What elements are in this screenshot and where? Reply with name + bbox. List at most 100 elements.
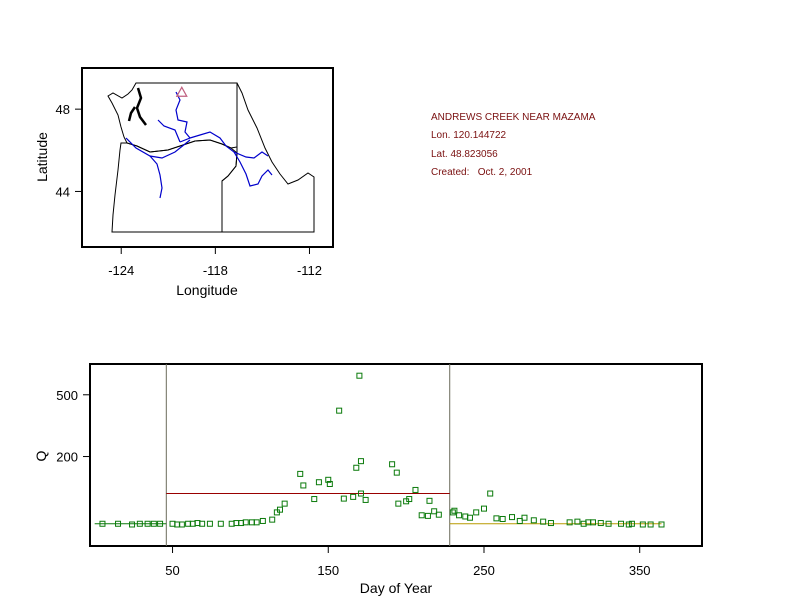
discharge-point xyxy=(540,518,547,525)
map-x-tick-label: -124 xyxy=(108,263,134,278)
discharge-point xyxy=(499,515,506,522)
discharge-point xyxy=(597,520,604,527)
discharge-point xyxy=(566,519,573,526)
discharge-point xyxy=(530,517,537,524)
discharge-point xyxy=(547,520,554,527)
discharge-point xyxy=(456,512,463,519)
washington-outline xyxy=(107,82,238,153)
discharge-point xyxy=(435,511,442,518)
discharge-point xyxy=(362,496,369,503)
scatter-x-tick-label: 150 xyxy=(317,563,339,578)
discharge-point xyxy=(589,519,596,526)
discharge-point xyxy=(393,469,400,476)
discharge-point xyxy=(521,514,528,521)
map-x-tick-label: -112 xyxy=(297,263,322,278)
discharge-point xyxy=(178,521,185,528)
scatter-y-tick-label: 500 xyxy=(56,388,78,403)
discharge-point xyxy=(357,458,364,465)
discharge-point xyxy=(395,500,402,507)
map-y-tick-label: 44 xyxy=(56,184,70,199)
okanogan-river xyxy=(157,119,181,143)
discharge-point xyxy=(350,493,357,500)
discharge-point xyxy=(658,521,665,528)
discharge-point xyxy=(217,520,224,527)
discharge-point xyxy=(99,520,106,527)
station-longitude: Lon. 120.144722 xyxy=(431,130,507,141)
discharge-point xyxy=(340,495,347,502)
idaho-outline xyxy=(221,82,315,233)
discharge-point xyxy=(199,520,206,527)
discharge-point xyxy=(605,520,612,527)
discharge-point xyxy=(509,514,516,521)
discharge-point xyxy=(253,519,260,526)
discharge-point xyxy=(487,490,494,497)
discharge-points xyxy=(99,372,665,528)
discharge-point xyxy=(281,500,288,507)
discharge-point xyxy=(206,520,213,527)
map-axis-ticks: -124 -118 -112 44 48 xyxy=(56,102,322,278)
scatter-panel: 50 150 250 350 200 500 Day of Year Q xyxy=(33,363,703,596)
scatter-y-tick-label: 200 xyxy=(56,450,78,465)
discharge-point xyxy=(625,521,632,528)
discharge-point xyxy=(115,520,122,527)
discharge-point xyxy=(357,490,364,497)
discharge-point xyxy=(311,496,318,503)
discharge-point xyxy=(426,497,433,504)
map-geography xyxy=(107,82,315,233)
discharge-point xyxy=(325,476,332,483)
station-created-date: Created: Oct. 2, 2001 xyxy=(431,167,533,178)
map-x-axis-label: Longitude xyxy=(176,282,238,298)
scatter-y-axis-label: Q xyxy=(33,450,49,461)
discharge-point xyxy=(242,519,249,526)
discharge-point xyxy=(516,517,523,524)
discharge-point xyxy=(300,482,307,489)
discharge-point xyxy=(418,512,425,519)
discharge-point xyxy=(628,520,635,527)
discharge-point xyxy=(157,520,164,527)
discharge-point xyxy=(326,480,333,487)
discharge-point xyxy=(449,509,456,516)
discharge-point xyxy=(639,521,646,528)
station-marker xyxy=(175,86,188,97)
discharge-point xyxy=(480,505,487,512)
scatter-frame xyxy=(89,363,703,547)
scatter-x-tick-label: 250 xyxy=(473,563,495,578)
map-panel: -124 -118 -112 44 48 Longitude Latitude xyxy=(34,67,334,298)
discharge-point xyxy=(336,407,343,414)
discharge-point xyxy=(574,518,581,525)
discharge-point xyxy=(424,512,431,519)
station-latitude: Lat. 48.823056 xyxy=(431,149,498,160)
discharge-point xyxy=(431,508,438,515)
columbia-lower xyxy=(125,137,191,159)
season-dividers xyxy=(165,364,451,546)
discharge-point xyxy=(150,520,157,527)
discharge-point xyxy=(259,517,266,524)
map-y-axis-label: Latitude xyxy=(34,132,50,182)
map-y-tick-label: 48 xyxy=(56,102,70,117)
discharge-point xyxy=(406,496,413,503)
scatter-x-tick-label: 350 xyxy=(629,563,651,578)
oregon-outline xyxy=(111,139,238,233)
map-frame xyxy=(81,67,334,248)
discharge-point xyxy=(473,509,480,516)
scatter-x-axis-label: Day of Year xyxy=(360,580,433,596)
station-triangle-icon xyxy=(175,86,188,97)
discharge-point xyxy=(647,521,654,528)
discharge-point xyxy=(618,520,625,527)
discharge-point xyxy=(276,506,283,513)
discharge-point xyxy=(129,521,136,528)
discharge-point xyxy=(269,516,276,523)
columbia-river xyxy=(175,91,269,159)
station-name: ANDREWS CREEK NEAR MAZAMA xyxy=(431,112,596,123)
discharge-point xyxy=(353,464,360,471)
discharge-point xyxy=(136,520,143,527)
scatter-x-tick-label: 50 xyxy=(165,563,179,578)
map-x-tick-label: -118 xyxy=(203,263,228,278)
discharge-point xyxy=(451,507,458,514)
discharge-point xyxy=(315,479,322,486)
snake-river xyxy=(233,151,273,187)
discharge-point xyxy=(144,520,151,527)
discharge-point xyxy=(356,372,363,379)
discharge-point xyxy=(466,514,473,521)
